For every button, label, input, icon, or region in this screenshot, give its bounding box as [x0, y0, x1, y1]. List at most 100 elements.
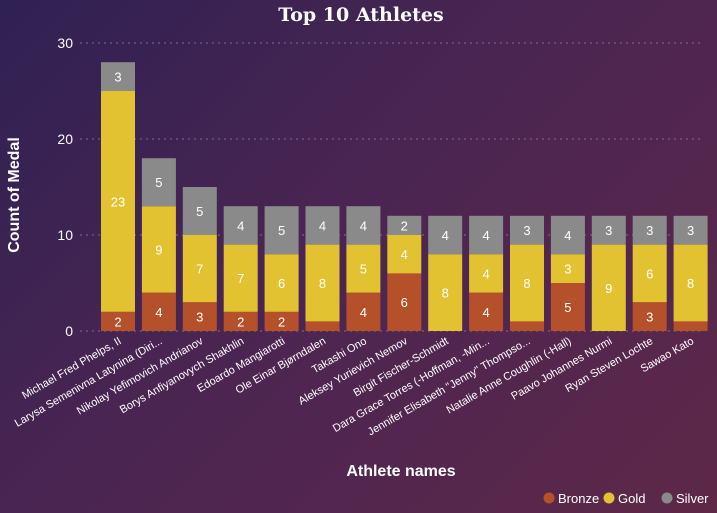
data-label-silver: 4: [319, 218, 326, 233]
bar-gold-segment[interactable]: [428, 254, 463, 331]
bar-bronze-segment[interactable]: [673, 321, 708, 331]
legend-label-silver[interactable]: Silver: [676, 491, 709, 506]
bar-gold-segment[interactable]: [510, 244, 544, 322]
x-axis-title: Athlete names: [346, 463, 455, 480]
bar-gold-segment[interactable]: [101, 91, 135, 312]
bars[interactable]: [101, 62, 708, 331]
bar-silver-segment[interactable]: [387, 215, 422, 235]
bar-bronze-segment[interactable]: [346, 292, 381, 331]
data-label-gold: 23: [111, 194, 125, 209]
bar-bronze-segment[interactable]: [510, 321, 544, 331]
data-label-bronze: 2: [278, 314, 285, 329]
y-axis-title: Count of Medal: [6, 137, 23, 253]
data-label-gold: 6: [278, 276, 285, 291]
bar-gold-segment[interactable]: [264, 254, 299, 312]
legend[interactable]: Bronze Gold Silver: [543, 491, 710, 506]
data-label-silver: 4: [564, 228, 571, 243]
bar-gold-segment[interactable]: [141, 206, 176, 293]
data-label-gold: 4: [401, 247, 408, 262]
data-label-silver: 4: [482, 228, 489, 243]
y-tick-label: 30: [57, 35, 73, 51]
legend-swatch-silver[interactable]: [661, 492, 673, 504]
y-axis-ticks: 0 10 20 30: [57, 35, 73, 339]
bar-gold-segment[interactable]: [550, 254, 585, 283]
bar-silver-segment[interactable]: [632, 215, 667, 245]
y-tick-label: 0: [65, 323, 73, 339]
data-label-gold: 9: [155, 242, 162, 257]
data-label-silver: 3: [523, 223, 530, 238]
bar-silver-segment[interactable]: [141, 158, 176, 207]
bar-bronze-segment[interactable]: [387, 273, 422, 331]
bar-bronze-segment[interactable]: [101, 311, 135, 331]
bar-gold-segment[interactable]: [632, 244, 667, 303]
legend-swatch-gold[interactable]: [603, 492, 615, 504]
data-label-gold: 5: [360, 262, 367, 277]
bar-gold-segment[interactable]: [305, 244, 340, 322]
data-label-bronze: 4: [482, 305, 489, 320]
bar-bronze-segment[interactable]: [141, 292, 176, 331]
data-label-silver: 5: [196, 204, 203, 219]
data-label-silver: 5: [278, 223, 285, 238]
bar-silver-segment[interactable]: [428, 215, 463, 255]
y-tick-label: 10: [57, 227, 73, 243]
data-label-gold: 8: [523, 276, 530, 291]
bar-silver-segment[interactable]: [264, 206, 299, 255]
data-label-silver: 4: [442, 228, 449, 243]
bar-bronze-segment[interactable]: [550, 283, 585, 331]
bar-gold-segment[interactable]: [223, 244, 258, 312]
data-label-silver: 2: [401, 218, 408, 233]
bar-silver-segment[interactable]: [673, 215, 708, 245]
data-label-silver: 3: [646, 223, 653, 238]
bar-silver-segment[interactable]: [101, 62, 135, 91]
legend-swatch-bronze[interactable]: [543, 492, 555, 504]
data-label-gold: 7: [196, 262, 203, 277]
data-label-bronze: 3: [196, 310, 203, 325]
bar-gold-segment[interactable]: [469, 254, 504, 293]
legend-label-bronze[interactable]: Bronze: [558, 491, 599, 506]
data-label-silver: 4: [360, 218, 367, 233]
bar-bronze-segment[interactable]: [632, 302, 667, 331]
data-label-gold: 8: [319, 276, 326, 291]
data-label-bronze: 2: [237, 314, 244, 329]
data-label-silver: 3: [605, 223, 612, 238]
bar-gold-segment[interactable]: [182, 235, 217, 303]
bar-silver-segment[interactable]: [469, 215, 504, 255]
data-label-gold: 7: [237, 271, 244, 286]
data-label-gold: 8: [687, 276, 694, 291]
bar-gold-segment[interactable]: [387, 235, 422, 274]
data-label-gold: 6: [646, 266, 653, 281]
data-label-silver: 3: [114, 70, 121, 85]
data-label-gold: 9: [605, 281, 612, 296]
data-label-gold: 3: [564, 262, 571, 277]
bar-silver-segment[interactable]: [510, 215, 544, 245]
bar-bronze-segment[interactable]: [264, 311, 299, 331]
data-label-bronze: 2: [114, 314, 121, 329]
bar-silver-segment[interactable]: [223, 206, 258, 245]
data-label-bronze: 6: [401, 295, 408, 310]
bar-bronze-segment[interactable]: [223, 311, 258, 331]
bar-silver-segment[interactable]: [346, 206, 381, 245]
data-label-silver: 3: [687, 223, 694, 238]
bar-bronze-segment[interactable]: [305, 321, 340, 331]
data-label-gold: 8: [442, 286, 449, 301]
chart-title: Top 10 Athletes: [278, 4, 443, 26]
bar-silver-segment[interactable]: [550, 215, 585, 255]
data-label-bronze: 3: [646, 310, 653, 325]
data-label-gold: 4: [482, 266, 489, 281]
data-label-silver: 5: [155, 175, 162, 190]
data-label-silver: 4: [237, 218, 244, 233]
bar-gold-segment[interactable]: [591, 244, 626, 331]
bar-silver-segment[interactable]: [305, 206, 340, 245]
bar-silver-segment[interactable]: [182, 187, 217, 235]
bar-gold-segment[interactable]: [346, 244, 381, 293]
y-tick-label: 20: [57, 131, 73, 147]
bar-bronze-segment[interactable]: [182, 302, 217, 331]
bar-bronze-segment[interactable]: [469, 292, 504, 331]
bar-silver-segment[interactable]: [591, 215, 626, 245]
data-labels: 2 23 3 4 9 5 3 7 5 2 7 4 2 6 5 8 4 4 5 4 6 4 2 8 4 4 4 4 8 3 5 3 4 9 3 3 6 3 8…: [111, 70, 694, 330]
legend-label-gold[interactable]: Gold: [618, 491, 645, 506]
data-label-bronze: 5: [564, 300, 571, 315]
bar-gold-segment[interactable]: [673, 244, 708, 322]
